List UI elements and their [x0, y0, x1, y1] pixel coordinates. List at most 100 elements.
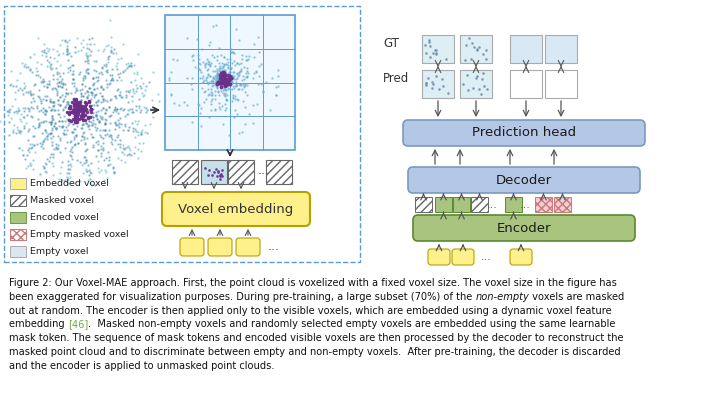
Point	[71, 102, 82, 108]
Point	[140, 129, 151, 135]
Point	[86, 134, 98, 140]
Point	[218, 75, 230, 82]
Point	[45, 118, 57, 125]
Point	[215, 85, 227, 91]
Point	[100, 68, 112, 74]
Point	[78, 136, 90, 143]
Point	[32, 72, 43, 78]
Point	[124, 62, 135, 69]
Point	[36, 48, 48, 54]
Point	[129, 61, 140, 68]
Point	[72, 107, 84, 114]
Point	[443, 89, 454, 96]
Point	[211, 77, 222, 84]
Point	[231, 60, 243, 66]
Point	[54, 70, 66, 77]
Point	[201, 60, 212, 66]
Point	[225, 69, 236, 75]
Point	[459, 56, 470, 63]
Point	[76, 111, 87, 117]
Point	[66, 137, 77, 144]
Point	[217, 64, 228, 70]
Point	[216, 74, 228, 80]
Point	[72, 107, 84, 113]
Point	[68, 100, 80, 106]
Point	[218, 70, 230, 77]
Point	[37, 129, 48, 136]
Point	[87, 117, 99, 124]
Point	[134, 109, 145, 115]
Bar	[460, 35, 492, 63]
Point	[73, 98, 84, 105]
Point	[81, 121, 93, 128]
Point	[222, 77, 234, 83]
Point	[63, 101, 74, 108]
Point	[41, 136, 53, 142]
Point	[125, 60, 137, 67]
Point	[45, 66, 57, 72]
Point	[37, 163, 49, 170]
Point	[68, 76, 79, 82]
Point	[87, 134, 99, 140]
Point	[19, 61, 31, 67]
Point	[47, 151, 58, 158]
Point	[120, 88, 132, 94]
Bar	[172, 160, 198, 184]
Point	[217, 71, 228, 77]
Point	[51, 89, 63, 96]
Point	[61, 45, 73, 52]
Point	[67, 96, 78, 102]
Point	[91, 112, 102, 118]
Point	[16, 147, 27, 153]
Point	[215, 69, 227, 75]
Point	[42, 131, 53, 137]
Point	[77, 121, 89, 127]
Point	[27, 95, 39, 102]
Point	[225, 69, 236, 75]
Point	[65, 103, 76, 109]
Bar	[554, 197, 571, 212]
Point	[107, 66, 118, 73]
Point	[217, 77, 229, 83]
Point	[92, 108, 104, 114]
Point	[216, 79, 228, 86]
Point	[68, 107, 79, 114]
Point	[76, 115, 88, 121]
Point	[215, 170, 227, 177]
Point	[85, 160, 96, 166]
Point	[105, 46, 117, 53]
Point	[247, 75, 258, 81]
Point	[80, 167, 91, 174]
Point	[225, 75, 236, 81]
Point	[187, 56, 199, 63]
Point	[30, 64, 42, 71]
Point	[212, 79, 224, 85]
Point	[202, 66, 214, 72]
Point	[433, 85, 445, 92]
Point	[19, 104, 30, 111]
Point	[194, 59, 205, 66]
Bar	[415, 197, 432, 212]
Point	[216, 79, 228, 86]
Point	[45, 135, 57, 141]
Point	[220, 81, 232, 88]
Point	[20, 89, 32, 96]
Point	[193, 55, 204, 62]
Point	[81, 88, 93, 95]
Point	[167, 55, 179, 62]
Point	[243, 52, 255, 59]
Point	[104, 113, 115, 119]
Point	[17, 114, 28, 120]
Point	[196, 75, 207, 81]
Point	[110, 120, 122, 127]
Point	[78, 74, 89, 81]
Point	[70, 101, 81, 108]
Point	[110, 108, 122, 114]
Point	[212, 67, 223, 74]
Point	[85, 96, 96, 102]
Point	[137, 93, 148, 99]
Point	[220, 97, 232, 103]
Point	[102, 54, 114, 60]
Point	[69, 107, 81, 113]
Point	[69, 117, 81, 123]
